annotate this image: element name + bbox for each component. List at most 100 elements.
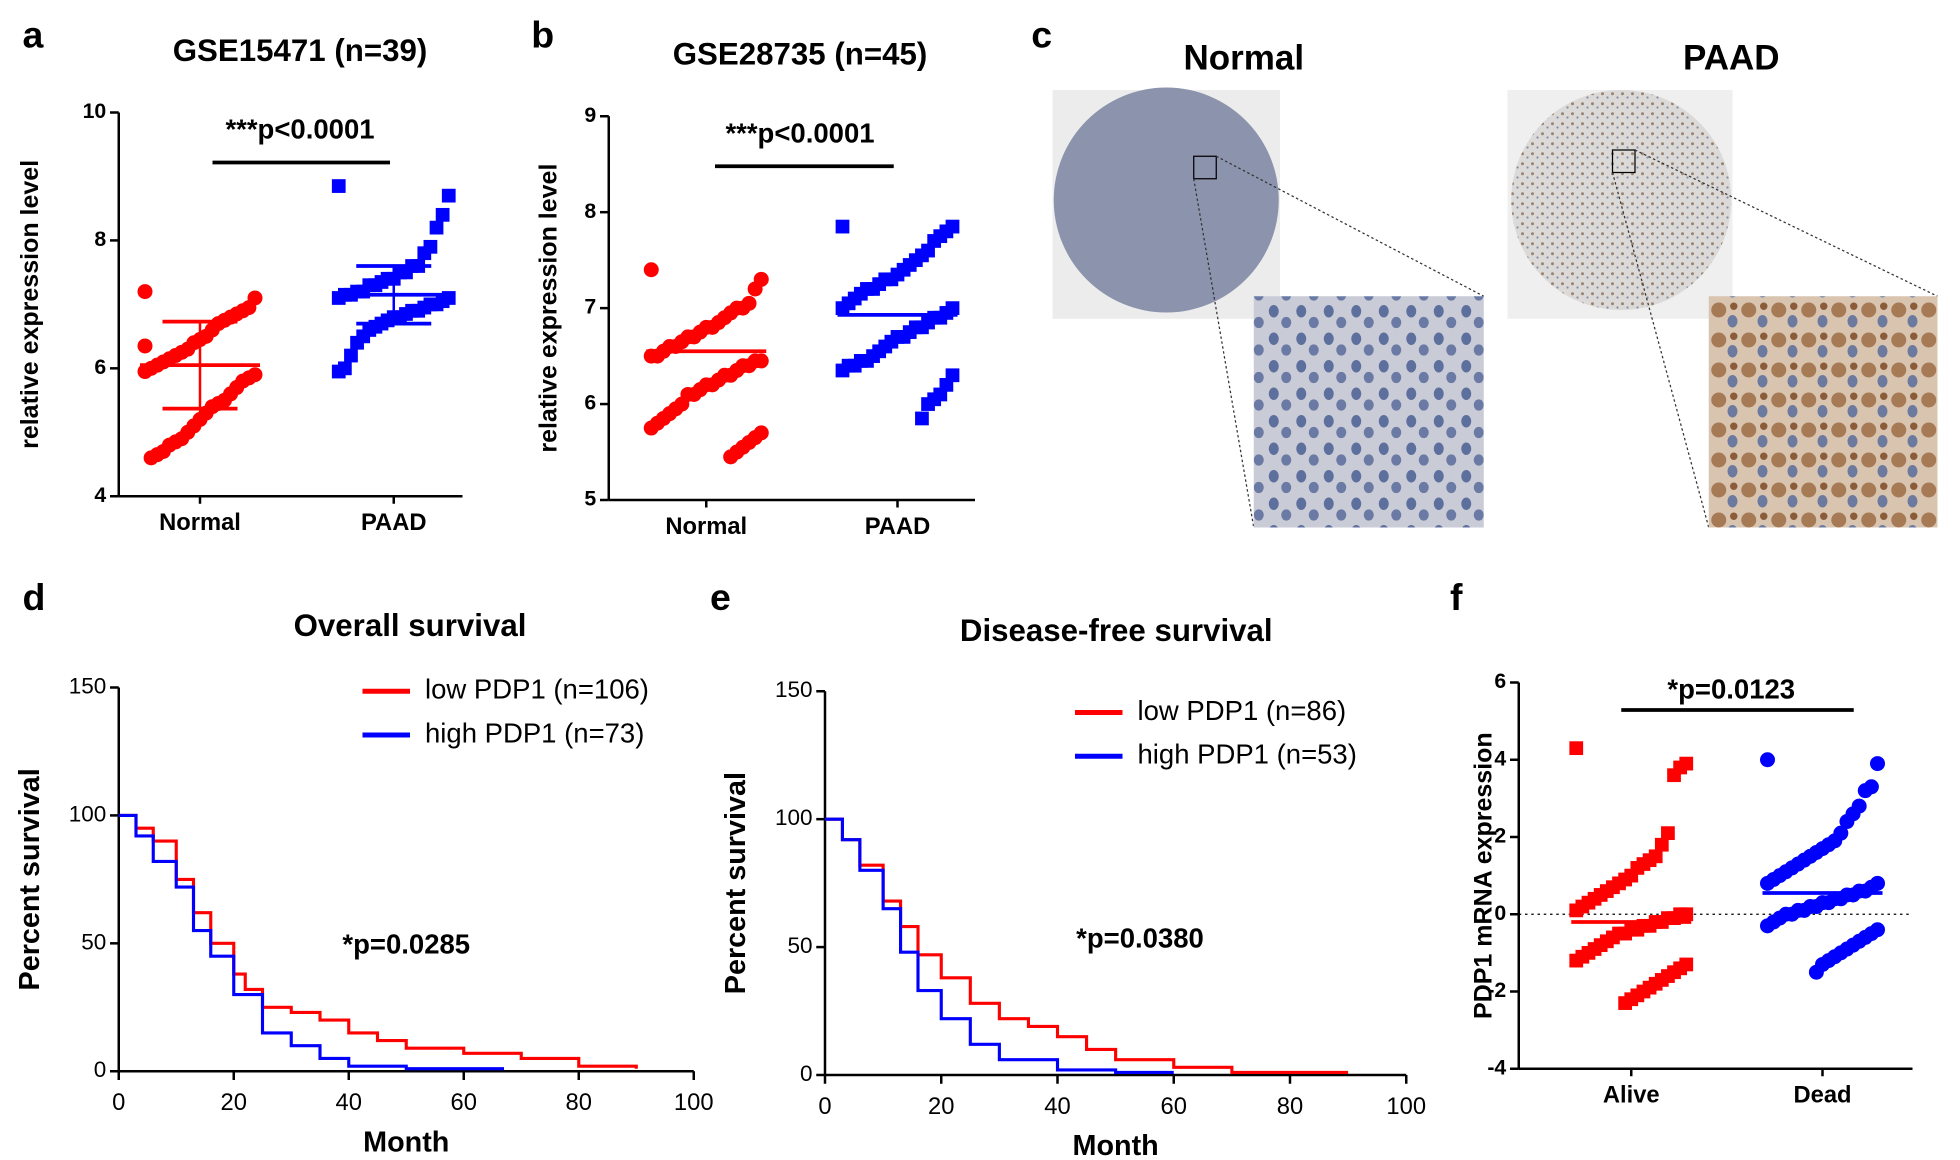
- data-point: [143, 450, 159, 466]
- data-point: [1870, 756, 1885, 772]
- data-point: [1618, 996, 1633, 1010]
- x-tick-label: 100: [1386, 1093, 1426, 1120]
- y-tick-label: 0: [800, 1061, 813, 1086]
- x-tick-label: PAAD: [361, 509, 427, 536]
- data-point: [137, 338, 153, 354]
- panel: a GSE15471 (n=39) relative expression leve…: [16, 13, 463, 536]
- data-point: [441, 188, 456, 203]
- data-point: [835, 219, 850, 234]
- panel: d Overall survival Percent survival 0 50 100 1…: [14, 576, 714, 1158]
- y-tick-label: 150: [775, 677, 813, 702]
- data-point: [435, 207, 450, 222]
- legend-label: low PDP1 (n=86): [1138, 695, 1347, 726]
- panel-letter: a: [23, 13, 45, 55]
- data-point: [1661, 826, 1675, 841]
- x-tick-label: Dead: [1793, 1082, 1851, 1109]
- zoom-guide: [1611, 172, 1710, 528]
- y-tick-label: 4: [94, 483, 106, 507]
- x-tick-label: Alive: [1603, 1082, 1660, 1109]
- y-tick-label: 5: [584, 487, 596, 511]
- panel: b GSE28735 (n=45) relative expression leve…: [531, 13, 975, 540]
- data-point: [1808, 964, 1824, 980]
- x-tick-label: 0: [818, 1093, 831, 1120]
- data-point: [1760, 875, 1775, 891]
- data-point: [835, 301, 850, 315]
- panel-letter: f: [1450, 576, 1463, 618]
- survival-curve: [825, 817, 1174, 1075]
- y-tick-label: 2: [1494, 824, 1506, 848]
- x-tick-label: PAAD: [865, 513, 931, 540]
- core-paad: [1511, 90, 1732, 310]
- panel-letter: c: [1031, 13, 1052, 55]
- annotation: ***p<0.0001: [725, 117, 874, 148]
- x-tick-label: 0: [112, 1089, 125, 1116]
- y-tick-label: 0: [94, 1057, 107, 1082]
- data-point: [350, 335, 364, 350]
- legend-label: high PDP1 (n=53): [1138, 739, 1357, 770]
- data-point: [723, 449, 739, 465]
- y-tick-label: 50: [81, 929, 106, 954]
- y-tick-label: 10: [83, 99, 107, 123]
- data-point: [747, 281, 763, 297]
- annotation: *p=0.0123: [1667, 674, 1795, 705]
- zoom-guide: [1634, 149, 1938, 297]
- annotation: *p=0.0380: [1076, 922, 1204, 953]
- survival-curve: [825, 817, 1349, 1075]
- panel-letter: d: [23, 576, 46, 618]
- y-tick-label: 6: [584, 391, 596, 415]
- y-axis-label: relative expression level: [16, 160, 44, 449]
- y-axis-label: Percent survival: [14, 768, 46, 990]
- x-tick-label: 80: [566, 1089, 592, 1116]
- data-point: [344, 348, 358, 363]
- annotation: *p=0.0285: [342, 929, 470, 960]
- chart-title: GSE28735 (n=45): [673, 37, 928, 72]
- y-tick-label: 100: [69, 801, 107, 826]
- y-axis-label: relative expression level: [535, 164, 563, 453]
- x-tick-label: 20: [221, 1089, 247, 1116]
- x-axis-label: Month: [363, 1126, 449, 1158]
- x-tick-label: 60: [1161, 1093, 1187, 1120]
- data-point: [643, 262, 659, 278]
- data-point: [331, 179, 346, 193]
- chart-title: Overall survival: [294, 608, 527, 643]
- legend-label: high PDP1 (n=73): [425, 717, 644, 748]
- x-tick-label: 20: [928, 1093, 954, 1120]
- survival-curve: [118, 813, 504, 1071]
- y-tick-label: 100: [775, 805, 813, 830]
- data-point: [835, 363, 850, 378]
- data-point: [1569, 953, 1584, 968]
- data-point: [1839, 814, 1855, 830]
- data-point: [1760, 918, 1775, 934]
- x-tick-label: Normal: [665, 513, 747, 540]
- data-point: [1569, 741, 1584, 756]
- data-point: [1857, 783, 1873, 799]
- data-point: [643, 420, 659, 436]
- x-tick-label: 80: [1277, 1093, 1303, 1120]
- y-tick-label: -4: [1487, 1055, 1506, 1079]
- legend-label: low PDP1 (n=106): [425, 674, 649, 705]
- image-label: Normal: [1183, 38, 1304, 77]
- x-tick-label: Normal: [159, 509, 241, 536]
- y-axis-label: PDP1 mRNA expression: [1470, 732, 1498, 1019]
- data-point: [137, 364, 153, 380]
- chart-title: GSE15471 (n=39): [173, 33, 428, 68]
- y-tick-label: 6: [1494, 669, 1506, 693]
- annotation: ***p<0.0001: [225, 114, 374, 145]
- x-tick-label: 100: [674, 1089, 714, 1116]
- chart-title: Disease-free survival: [960, 613, 1273, 648]
- y-tick-label: 0: [1494, 901, 1506, 925]
- panel-letter: b: [531, 13, 554, 55]
- image-label: PAAD: [1683, 38, 1780, 77]
- data-point: [1569, 903, 1584, 918]
- y-tick-label: 7: [584, 295, 596, 319]
- panel-letter: e: [710, 576, 731, 618]
- x-tick-label: 40: [1044, 1093, 1070, 1120]
- y-tick-label: 8: [94, 227, 106, 251]
- data-point: [915, 411, 929, 426]
- x-tick-label: 60: [451, 1089, 477, 1116]
- y-tick-label: 9: [584, 103, 596, 127]
- zoom-guide: [1215, 155, 1485, 297]
- data-point: [137, 284, 153, 300]
- y-tick-label: 8: [584, 199, 596, 223]
